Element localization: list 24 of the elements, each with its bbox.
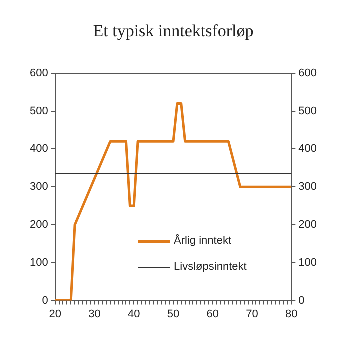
x-tick-label: 60 [206,308,220,320]
y2-tick-label: 100 [298,256,318,269]
y-tick-label: 200 [30,219,48,232]
y2-tick-label: 0 [298,294,305,307]
y2-tick-label: 300 [298,181,318,194]
y2-tick-label: 200 [298,219,318,232]
y-tick-label: 0 [42,294,48,307]
y2-tick-label: 600 [298,67,318,80]
chart-title: Et typisk inntektsforløp [93,22,254,41]
legend-label: Livsløpsinntekt [174,261,247,274]
y-tick-label: 100 [30,256,48,269]
legend-label: Årlig inntekt [174,235,232,248]
x-tick-label: 40 [128,308,140,320]
y-tick-label: 600 [30,67,48,80]
x-tick-label: 70 [246,308,258,320]
x-tick-label: 30 [88,308,101,320]
y-tick-label: 400 [30,143,48,156]
y-tick-label: 500 [30,105,48,118]
x-tick-label: 80 [286,308,298,320]
y2-tick-label: 500 [298,105,318,118]
y-tick-label: 300 [30,181,48,194]
y2-tick-label: 400 [298,143,318,156]
x-tick-label: 50 [167,308,180,320]
x-tick-label: 20 [49,308,62,320]
